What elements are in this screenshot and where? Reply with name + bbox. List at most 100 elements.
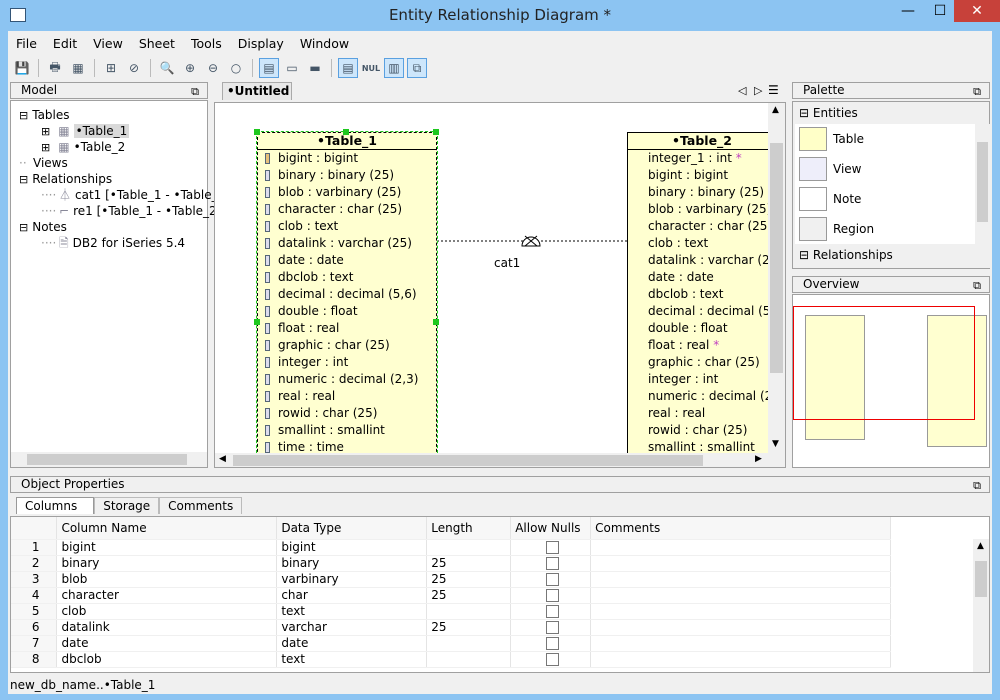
expander-icon[interactable]: ⊞: [41, 125, 51, 138]
column-header[interactable]: Data Type: [276, 517, 428, 540]
column-row[interactable]: rowid : char (25): [628, 422, 785, 439]
menu-edit[interactable]: Edit: [52, 36, 78, 51]
length-cell[interactable]: 25: [426, 571, 512, 588]
print-icon[interactable]: 🖶: [49, 59, 61, 74]
column-row[interactable]: dbclob : text: [258, 269, 436, 286]
comments-cell[interactable]: [590, 603, 891, 620]
length-cell[interactable]: 25: [426, 587, 512, 604]
relationship-names-icon[interactable]: ⧉: [407, 58, 427, 78]
column-row[interactable]: dbclob : text: [628, 286, 785, 303]
data-type-cell[interactable]: binary: [276, 555, 428, 572]
resize-handle[interactable]: [433, 129, 439, 135]
column-row[interactable]: smallint : smallint: [628, 439, 785, 456]
minimize-button[interactable]: —: [901, 3, 915, 19]
menu-view[interactable]: View: [93, 36, 123, 51]
column-row[interactable]: graphic : char (25): [628, 354, 785, 371]
column-row[interactable]: binary : binary (25): [258, 167, 436, 184]
resize-handle[interactable]: [254, 319, 260, 325]
compact-display-icon[interactable]: ▭: [286, 61, 298, 75]
length-cell[interactable]: 25: [426, 619, 512, 636]
canvas-vertical-scrollbar[interactable]: ▲ ▼: [768, 103, 785, 453]
tab-comments[interactable]: Comments: [159, 497, 243, 514]
data-type-cell[interactable]: text: [276, 651, 428, 668]
column-header[interactable]: Allow Nulls: [510, 517, 592, 540]
tree-item[interactable]: ⊞ ▦ •Table_2: [11, 139, 207, 155]
column-row[interactable]: double : float: [258, 303, 436, 320]
data-type-cell[interactable]: date: [276, 635, 428, 652]
length-cell[interactable]: [426, 635, 512, 652]
column-row[interactable]: date : date: [258, 252, 436, 269]
column-name-cell[interactable]: datalink: [56, 619, 278, 636]
table-row[interactable]: 2 binary binary 25: [11, 555, 891, 572]
grid-scrollbar[interactable]: ▲: [973, 539, 989, 672]
table-row[interactable]: 5 clob text: [11, 603, 891, 620]
column-name-cell[interactable]: bigint: [56, 539, 278, 556]
table-row[interactable]: 3 blob varbinary 25: [11, 571, 891, 588]
column-row[interactable]: blob : varbinary (25): [258, 184, 436, 201]
column-row[interactable]: real : real: [628, 405, 785, 422]
close-button[interactable]: ✕: [954, 0, 1000, 22]
tab-untitled-1[interactable]: •Untitled 1: [222, 82, 292, 114]
resize-handle[interactable]: [254, 129, 260, 135]
data-type-cell[interactable]: varbinary: [276, 571, 428, 588]
save-icon[interactable]: 💾: [14, 61, 30, 75]
tree-item[interactable]: ⊟ Relationships: [11, 171, 207, 187]
comments-cell[interactable]: [590, 587, 891, 604]
column-header[interactable]: Column Name: [56, 517, 278, 540]
column-row[interactable]: clob : text: [628, 235, 785, 252]
palette-entities-drawer[interactable]: ⊟ Entities: [793, 102, 989, 124]
model-horizontal-scrollbar[interactable]: [11, 452, 207, 467]
data-type-cell[interactable]: text: [276, 603, 428, 620]
table-row[interactable]: 4 character char 25: [11, 587, 891, 604]
zoom-in-icon[interactable]: ⊕: [184, 61, 196, 75]
column-name-cell[interactable]: dbclob: [56, 651, 278, 668]
restore-icon[interactable]: ⧉: [973, 85, 981, 98]
zoom-fit-icon[interactable]: 🔍: [159, 61, 175, 75]
column-row[interactable]: numeric : decimal (2,3): [628, 388, 785, 405]
data-type-cell[interactable]: bigint: [276, 539, 428, 556]
column-name-cell[interactable]: binary: [56, 555, 278, 572]
full-display-icon[interactable]: ▤: [259, 58, 279, 78]
column-row[interactable]: float : real: [258, 320, 436, 337]
expander-icon[interactable]: ⊞: [41, 141, 51, 154]
table-row[interactable]: 7 date date: [11, 635, 891, 652]
palette-item-note[interactable]: Note: [795, 184, 975, 214]
menu-display[interactable]: Display: [237, 36, 284, 51]
table-row[interactable]: 8 dbclob text: [11, 651, 891, 668]
tab-list-icon[interactable]: ☰: [768, 83, 779, 97]
allow-nulls-checkbox[interactable]: [546, 637, 560, 650]
tree-item[interactable]: ···· ⏃ cat1 [•Table_1 - •Table_2]: [11, 187, 230, 203]
expander-icon[interactable]: ⊟: [19, 109, 29, 122]
title-only-icon[interactable]: ▬: [309, 61, 321, 75]
column-row[interactable]: double : float: [628, 320, 785, 337]
data-type-cell[interactable]: varchar: [276, 619, 428, 636]
column-row[interactable]: float : real *: [628, 337, 785, 354]
show-null-icon[interactable]: NUL: [361, 63, 381, 73]
column-name-cell[interactable]: date: [56, 635, 278, 652]
tab-storage[interactable]: Storage: [94, 497, 160, 514]
tab-scroll-left-icon[interactable]: ◁: [738, 84, 747, 97]
column-row[interactable]: numeric : decimal (2,3): [258, 371, 436, 388]
allow-nulls-checkbox[interactable]: [546, 605, 560, 618]
column-row[interactable]: real : real: [258, 388, 436, 405]
expander-icon[interactable]: ⊟: [19, 173, 29, 186]
tree-item[interactable]: ···· 🗎 DB2 for iSeries 5.4: [11, 235, 207, 251]
comments-cell[interactable]: [590, 555, 891, 572]
column-row[interactable]: binary : binary (25): [628, 184, 785, 201]
column-row[interactable]: integer : int: [628, 371, 785, 388]
column-row[interactable]: rowid : char (25): [258, 405, 436, 422]
column-name-cell[interactable]: blob: [56, 571, 278, 588]
resize-handle[interactable]: [343, 129, 349, 135]
allow-nulls-checkbox[interactable]: [546, 557, 560, 570]
column-row[interactable]: smallint : smallint: [258, 422, 436, 439]
column-row[interactable]: bigint : bigint: [628, 167, 785, 184]
show-types-icon[interactable]: ▤: [338, 58, 358, 78]
layout-icon[interactable]: ⊞: [105, 61, 117, 75]
tree-item[interactable]: ⊞ ▦ •Table_1: [11, 123, 207, 139]
allow-nulls-checkbox[interactable]: [546, 589, 560, 602]
column-row[interactable]: decimal : decimal (5,6): [628, 303, 785, 320]
column-row[interactable]: clob : text: [258, 218, 436, 235]
column-row[interactable]: decimal : decimal (5,6): [258, 286, 436, 303]
length-cell[interactable]: 25: [426, 555, 512, 572]
length-cell[interactable]: [426, 603, 512, 620]
